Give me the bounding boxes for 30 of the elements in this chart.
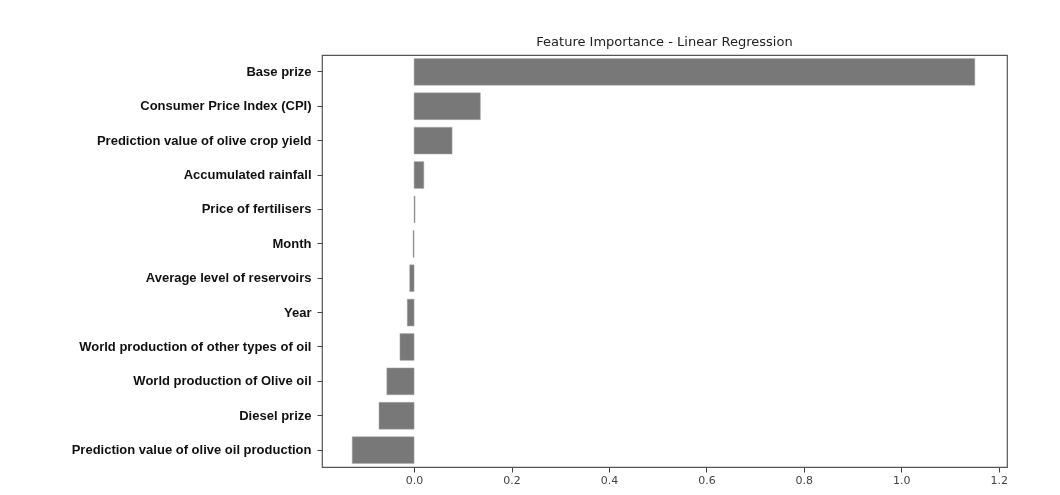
chart-title: Feature Importance - Linear Regression <box>536 34 793 49</box>
y-tick-label: Year <box>284 304 312 320</box>
y-tick-label: Accumulated rainfall <box>183 167 312 183</box>
bar <box>378 402 415 430</box>
y-tick-label: Diesel prize <box>239 407 312 423</box>
x-tick-label: 0.2 <box>503 473 521 487</box>
bar <box>413 92 481 120</box>
y-tick-label: Prediction value of olive oil production <box>71 442 312 458</box>
bar <box>407 298 415 327</box>
bar <box>386 367 415 396</box>
bar <box>413 161 425 189</box>
y-tick-label: World production of other types of oil <box>79 338 312 354</box>
y-tick-label: Average level of reservoirs <box>145 270 312 286</box>
x-tick-label: 1.0 <box>893 473 911 487</box>
bar <box>399 333 415 361</box>
bar <box>409 264 415 292</box>
x-tick-label: 0.0 <box>405 473 424 487</box>
y-tick-label: Price of fertilisers <box>201 201 312 217</box>
bar <box>351 436 415 464</box>
y-tick-label: Consumer Price Index (CPI) <box>140 98 312 114</box>
y-tick-label: Prediction value of olive crop yield <box>96 132 312 148</box>
x-tick-label: 1.2 <box>990 473 1008 487</box>
x-tick-label: 0.8 <box>795 473 814 487</box>
x-tick-label: 0.6 <box>698 473 716 487</box>
y-tick-label: World production of Olive oil <box>133 373 312 389</box>
x-tick-label: 0.4 <box>600 473 619 487</box>
y-tick-label: Month <box>272 235 312 251</box>
bar <box>413 126 453 155</box>
y-tick-label: Base prize <box>246 63 312 79</box>
bar <box>413 58 976 86</box>
